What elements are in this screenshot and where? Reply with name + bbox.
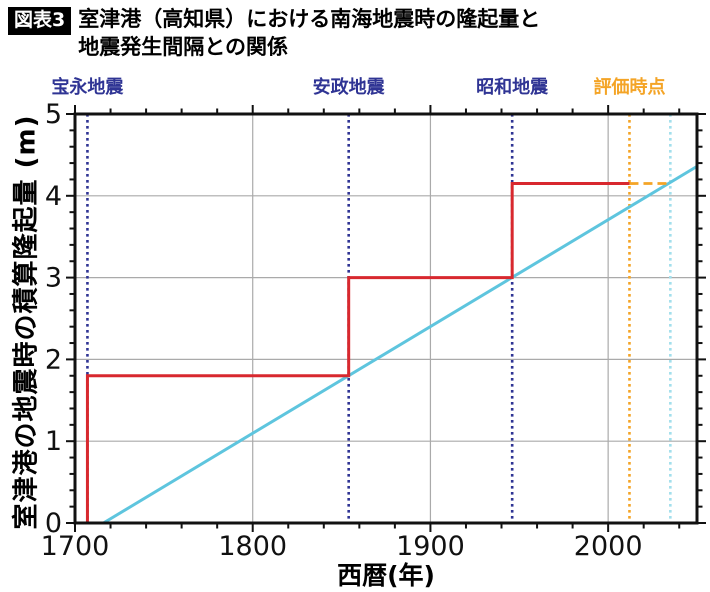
x-axis-title: 西暦(年) [337,561,435,590]
figure-title-line1: 室津港（高知県）における南海地震時の隆起量と [78,7,541,31]
y-tick-label: 3 [45,263,62,294]
plot-frame [73,112,699,525]
y-tick-label: 2 [45,344,62,375]
y-tick-label: 1 [45,426,62,457]
event-label-1: 安政地震 [312,77,385,98]
tick-labels: 1700 1800 1900 2000 0 1 2 3 4 5 [41,99,643,562]
event-label-3: 評価時点 [593,77,666,98]
series-cumulative-uplift-step [85,182,630,523]
y-axis-title: 室津港の地震時の積算隆起量 (m) [11,114,42,530]
event-lines [86,114,672,523]
axis-ticks [66,105,706,532]
y-tick-label: 0 [45,508,62,539]
x-tick-label: 1900 [396,531,465,562]
figure-title-line2: 地震発生間隔との関係 [78,35,289,59]
x-tick-label: 1700 [41,531,110,562]
y-tick-label: 4 [45,181,62,212]
x-tick-label: 2000 [574,531,643,562]
y-tick-label: 5 [45,99,62,130]
figure-header: 図表3 室津港（高知県）における南海地震時の隆起量と 地震発生間隔との関係 [8,5,540,61]
event-label-0: 宝永地震 [51,77,124,98]
figure-title: 室津港（高知県）における南海地震時の隆起量と 地震発生間隔との関係 [78,5,540,61]
x-tick-label: 1800 [218,531,287,562]
data-series [85,165,698,525]
series-trend-line [102,165,698,525]
event-label-2: 昭和地震 [476,77,549,98]
grid-lines [75,114,697,523]
figure-label-badge: 図表3 [8,7,72,35]
